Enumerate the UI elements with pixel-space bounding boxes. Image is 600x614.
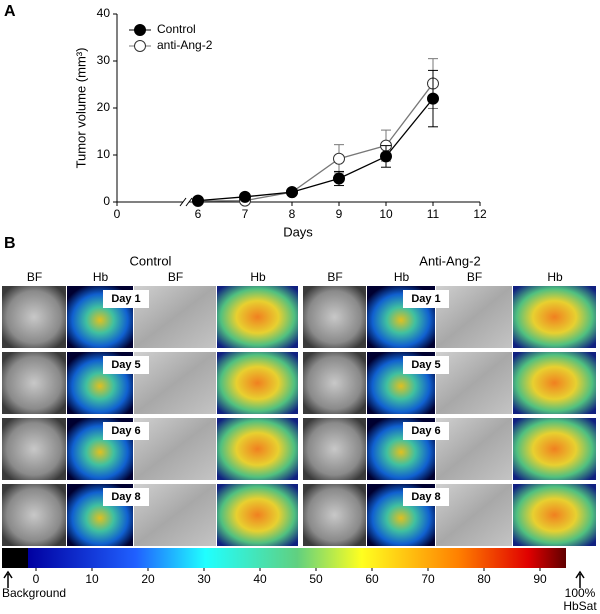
column-header: Hb bbox=[394, 270, 410, 284]
colorbar-tick-label: 90 bbox=[533, 572, 547, 586]
data-point bbox=[380, 150, 392, 163]
colorbar-tick-label: 70 bbox=[421, 572, 435, 586]
day-label: Day 6 bbox=[111, 425, 140, 437]
column-header: BF bbox=[27, 270, 42, 284]
photo bbox=[513, 352, 596, 414]
arrow bbox=[575, 570, 585, 588]
day-label: Day 5 bbox=[411, 359, 440, 371]
day-label-box bbox=[103, 356, 149, 374]
y-axis-title: Tumor volume (mm³) bbox=[73, 48, 88, 169]
legend-marker bbox=[134, 40, 146, 52]
day-label: Day 5 bbox=[111, 359, 140, 371]
photo bbox=[303, 286, 366, 348]
x-tick-label: 12 bbox=[473, 207, 487, 221]
photo bbox=[217, 286, 298, 348]
y-tick-label: 30 bbox=[97, 53, 111, 67]
day-label-box bbox=[403, 488, 449, 506]
series-line bbox=[197, 83, 434, 202]
column-header: BF bbox=[327, 270, 342, 284]
axis-break bbox=[179, 197, 187, 207]
photo bbox=[513, 484, 596, 546]
colorbar-left-label: Background bbox=[2, 586, 66, 600]
data-point bbox=[333, 152, 345, 165]
day-label: Day 8 bbox=[411, 491, 440, 503]
photo bbox=[303, 484, 366, 546]
day-label-box bbox=[403, 290, 449, 308]
colorbar-tick-label: 20 bbox=[141, 572, 155, 586]
y-tick-label: 20 bbox=[97, 100, 111, 114]
arrow bbox=[3, 570, 13, 588]
column-header: BF bbox=[467, 270, 482, 284]
colorbar-tick-label: 0 bbox=[33, 572, 40, 586]
day-label: Day 8 bbox=[111, 491, 140, 503]
colorbar-tick-label: 60 bbox=[365, 572, 379, 586]
column-header: Hb bbox=[547, 270, 563, 284]
photo bbox=[217, 352, 298, 414]
group-title: Control bbox=[130, 253, 172, 268]
photo bbox=[2, 484, 66, 546]
day-label: Day 1 bbox=[411, 293, 440, 305]
data-point bbox=[286, 186, 298, 199]
legend-label: Control bbox=[157, 22, 196, 36]
photo bbox=[2, 286, 66, 348]
colorbar-right-label: HbSat bbox=[563, 599, 597, 613]
day-label-box bbox=[403, 356, 449, 374]
x-tick-label: 10 bbox=[379, 207, 393, 221]
day-label-box bbox=[103, 422, 149, 440]
image-grid bbox=[2, 286, 596, 546]
data-point bbox=[239, 190, 251, 203]
panel-label: A bbox=[4, 3, 16, 20]
y-tick-label: 0 bbox=[103, 194, 110, 208]
x-tick-label: 11 bbox=[427, 207, 440, 221]
colorbar-right-label: 100% bbox=[565, 586, 596, 600]
photo bbox=[303, 352, 366, 414]
colorbar-tick-label: 40 bbox=[253, 572, 267, 586]
photo bbox=[217, 418, 298, 480]
photo bbox=[513, 418, 596, 480]
colorbar-tick-label: 50 bbox=[309, 572, 323, 586]
x-tick-label: 9 bbox=[336, 207, 343, 221]
data-point bbox=[192, 194, 204, 207]
colorbar-tick-label: 80 bbox=[477, 572, 491, 586]
x-axis-title: Days bbox=[283, 224, 313, 239]
x-tick-label: 8 bbox=[289, 207, 296, 221]
data-point bbox=[333, 172, 345, 185]
day-label-box bbox=[103, 488, 149, 506]
panel-label: B bbox=[4, 235, 16, 252]
day-label-box bbox=[103, 290, 149, 308]
group-title: Anti-Ang-2 bbox=[419, 253, 480, 268]
column-header: Hb bbox=[93, 270, 109, 284]
photo bbox=[303, 418, 366, 480]
data-point bbox=[427, 92, 439, 105]
photo bbox=[513, 286, 596, 348]
colorbar bbox=[28, 548, 566, 568]
day-label-box bbox=[403, 422, 449, 440]
axis-break bbox=[185, 197, 193, 207]
photo bbox=[2, 352, 66, 414]
x-tick-label: 0 bbox=[114, 207, 121, 221]
column-header: BF bbox=[168, 270, 183, 284]
series-line bbox=[197, 98, 434, 202]
x-tick-label: 7 bbox=[242, 207, 249, 221]
legend-marker bbox=[134, 24, 146, 36]
colorbar-background bbox=[2, 548, 28, 568]
colorbar-tick-label: 30 bbox=[197, 572, 211, 586]
colorbar-tick-label: 10 bbox=[85, 572, 99, 586]
day-label: Day 6 bbox=[411, 425, 440, 437]
x-tick-label: 6 bbox=[195, 207, 202, 221]
column-header: Hb bbox=[250, 270, 266, 284]
y-tick-label: 40 bbox=[97, 6, 111, 20]
photo bbox=[217, 484, 298, 546]
y-tick-label: 10 bbox=[97, 147, 111, 161]
legend-label: anti-Ang-2 bbox=[157, 38, 213, 52]
photo bbox=[2, 418, 66, 480]
day-label: Day 1 bbox=[111, 293, 140, 305]
